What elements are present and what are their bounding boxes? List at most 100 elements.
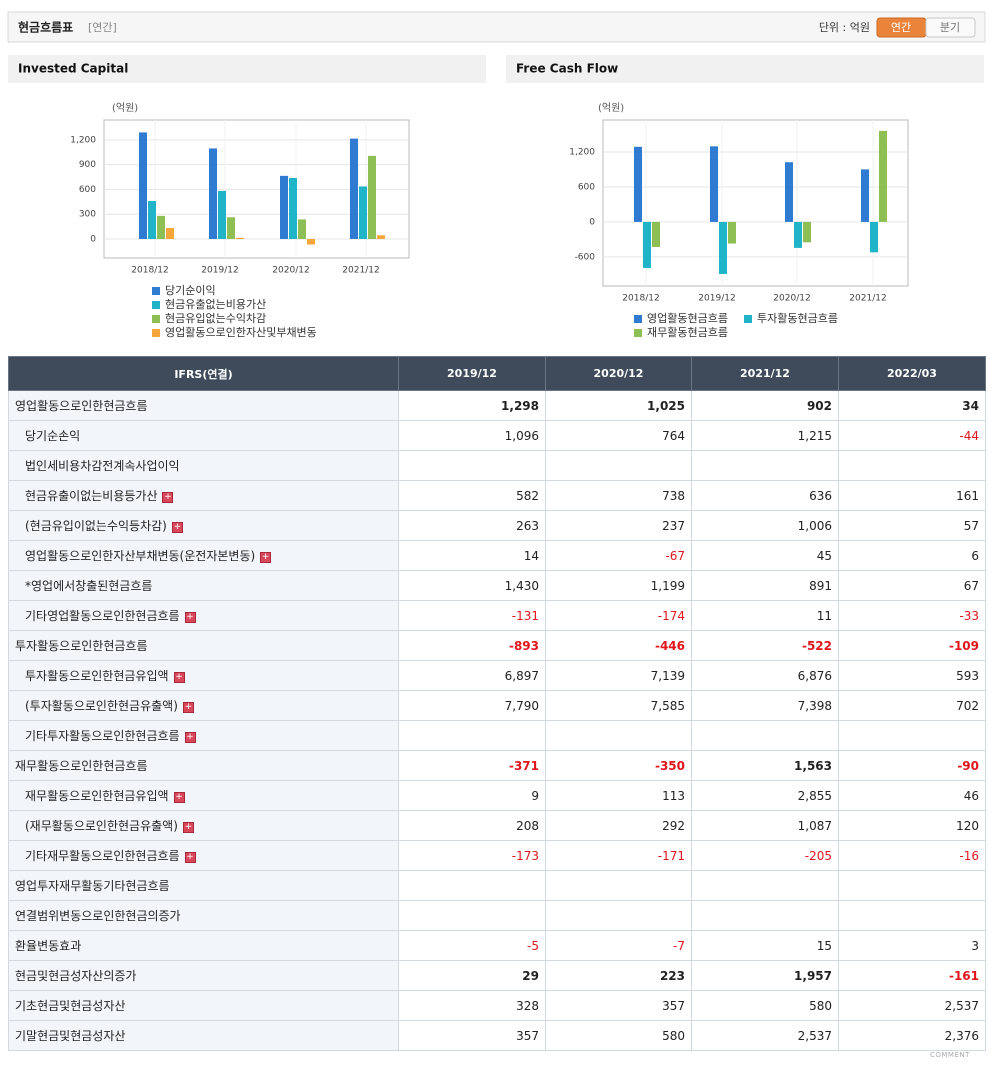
table-row: 영업활동으로인한자산부채변동(운전자본변동) +14 -67 45 6 bbox=[8, 540, 986, 571]
column-header: 2021/12 bbox=[691, 356, 839, 391]
legend-swatch bbox=[152, 301, 160, 309]
table-row: 현금및현금성자산의증가 29 223 1,957 -161 bbox=[8, 960, 986, 991]
y-tick-label: 600 bbox=[578, 182, 595, 192]
legend-swatch bbox=[152, 315, 160, 323]
cell: -5 bbox=[398, 930, 546, 961]
expand-icon[interactable]: + bbox=[260, 552, 272, 563]
row-label: 영업활동으로인한현금흐름 bbox=[8, 390, 399, 421]
cell: -90 bbox=[838, 750, 986, 781]
bar bbox=[350, 138, 358, 239]
tab-label[interactable]: 연간 bbox=[891, 21, 911, 34]
cell bbox=[691, 450, 839, 481]
y-tick-label: 1,200 bbox=[70, 135, 96, 145]
cell: 7,398 bbox=[691, 690, 839, 721]
y-tick-label: -600 bbox=[575, 252, 596, 262]
unit: 단위 : 억원 bbox=[819, 21, 870, 34]
expand-icon[interactable]: + bbox=[184, 612, 196, 623]
expand-icon[interactable]: + bbox=[182, 822, 194, 833]
cell: 292 bbox=[545, 810, 692, 841]
cell bbox=[838, 900, 986, 931]
row-label-text: 기타투자활동으로인한현금흐름 bbox=[25, 729, 180, 743]
row-label-text: 기초현금및현금성자산 bbox=[15, 999, 126, 1013]
cell: 208 bbox=[398, 810, 546, 841]
row-label-text: 영업활동으로인한현금흐름 bbox=[15, 399, 148, 413]
cell: -174 bbox=[545, 600, 692, 631]
expand-icon[interactable]: + bbox=[173, 672, 185, 683]
row-label: (현금유입이없는수익등차감) + bbox=[8, 510, 399, 541]
row-label-text: 영업활동으로인한자산부채변동(운전자본변동) bbox=[25, 549, 256, 563]
expand-icon[interactable]: + bbox=[162, 492, 174, 503]
expand-icon[interactable]: + bbox=[184, 852, 196, 863]
expand-icon[interactable]: + bbox=[184, 732, 196, 743]
expand-icon[interactable]: + bbox=[171, 522, 183, 533]
cell: -446 bbox=[545, 630, 692, 661]
cell: 57 bbox=[838, 510, 986, 541]
row-label: 투자활동으로인한현금유입액 + bbox=[8, 660, 399, 691]
x-tick-label: 2021/12 bbox=[849, 294, 886, 304]
row-label-text: 현금유출이없는비용등가산 bbox=[25, 489, 158, 503]
expand-icon[interactable]: + bbox=[173, 792, 185, 803]
cell: 357 bbox=[398, 1020, 546, 1051]
legend-label: 영업활동으로인한자산및부채변동 bbox=[165, 325, 317, 339]
cell: 764 bbox=[545, 420, 692, 451]
cell: -44 bbox=[838, 420, 986, 451]
cell bbox=[398, 870, 546, 901]
row-label: 재무활동으로인한현금유입액 + bbox=[8, 780, 399, 811]
table-row: 기타영업활동으로인한현금흐름 + -131 -174 11 -33 bbox=[8, 600, 986, 631]
cell bbox=[691, 900, 839, 931]
cell: -522 bbox=[691, 630, 839, 661]
cell bbox=[545, 870, 692, 901]
cell: 6,876 bbox=[691, 660, 839, 691]
cell: 1,215 bbox=[691, 420, 839, 451]
cell bbox=[398, 900, 546, 931]
cell: 7,585 bbox=[545, 690, 692, 721]
panel-title-bar bbox=[8, 55, 486, 83]
row-label-text: (현금유입이없는수익등차감) bbox=[25, 519, 167, 533]
table-row: 기말현금및현금성자산 357 580 2,537 2,376 bbox=[8, 1020, 986, 1051]
row-label: 기타재무활동으로인한현금흐름 + bbox=[8, 840, 399, 871]
table-row: *영업에서창출된현금흐름 1,430 1,199 891 67 bbox=[8, 570, 986, 601]
legend-swatch bbox=[744, 315, 752, 323]
cell: -109 bbox=[838, 630, 986, 661]
bar bbox=[227, 217, 235, 239]
y-tick-label: 900 bbox=[79, 160, 96, 170]
row-label: 연결범위변동으로인한현금의증가 bbox=[8, 900, 399, 931]
cell: 2,855 bbox=[691, 780, 839, 811]
row-label-text: 기타영업활동으로인한현금흐름 bbox=[25, 609, 180, 623]
bar bbox=[870, 221, 878, 253]
unit-label: (억원) bbox=[598, 102, 624, 114]
cell: 113 bbox=[545, 780, 692, 811]
bar bbox=[710, 146, 718, 222]
cell: 702 bbox=[838, 690, 986, 721]
row-label-text: 환율변동효과 bbox=[15, 939, 82, 953]
bar bbox=[794, 221, 802, 248]
comment-toggle[interactable]: COMMENT bbox=[930, 1051, 970, 1059]
table-row: 연결범위변동으로인한현금의증가 bbox=[8, 900, 986, 931]
table-row: 기초현금및현금성자산 328 357 580 2,537 bbox=[8, 990, 986, 1021]
cell: -67 bbox=[545, 540, 692, 571]
unit-label: (억원) bbox=[112, 102, 138, 114]
bar bbox=[359, 186, 367, 239]
bar bbox=[157, 215, 165, 239]
row-label-text: 재무활동으로인한현금유입액 bbox=[25, 789, 169, 803]
cell: 237 bbox=[545, 510, 692, 541]
bar bbox=[298, 219, 306, 239]
row-label: 기타영업활동으로인한현금흐름 + bbox=[8, 600, 399, 631]
table-row: 영업투자재무활동기타현금흐름 bbox=[8, 870, 986, 901]
row-label-text: 영업투자재무활동기타현금흐름 bbox=[15, 879, 170, 893]
bar bbox=[879, 130, 887, 222]
expand-icon[interactable]: + bbox=[182, 702, 194, 713]
cell: 161 bbox=[838, 480, 986, 511]
cell: 120 bbox=[838, 810, 986, 841]
cell: 1,087 bbox=[691, 810, 839, 841]
x-tick-label: 2019/12 bbox=[698, 294, 735, 304]
tab[interactable] bbox=[925, 17, 976, 38]
row-label: 당기순손익 bbox=[8, 420, 399, 451]
row-label: 법인세비용차감전계속사업이익 bbox=[8, 450, 399, 481]
cell: -205 bbox=[691, 840, 839, 871]
cell: -33 bbox=[838, 600, 986, 631]
legend-label: 현금유입없는수익차감 bbox=[165, 312, 266, 325]
cell: -173 bbox=[398, 840, 546, 871]
table-row: 투자활동으로인한현금흐름 -893 -446 -522 -109 bbox=[8, 630, 986, 661]
tab-label[interactable]: 분기 bbox=[940, 21, 960, 34]
